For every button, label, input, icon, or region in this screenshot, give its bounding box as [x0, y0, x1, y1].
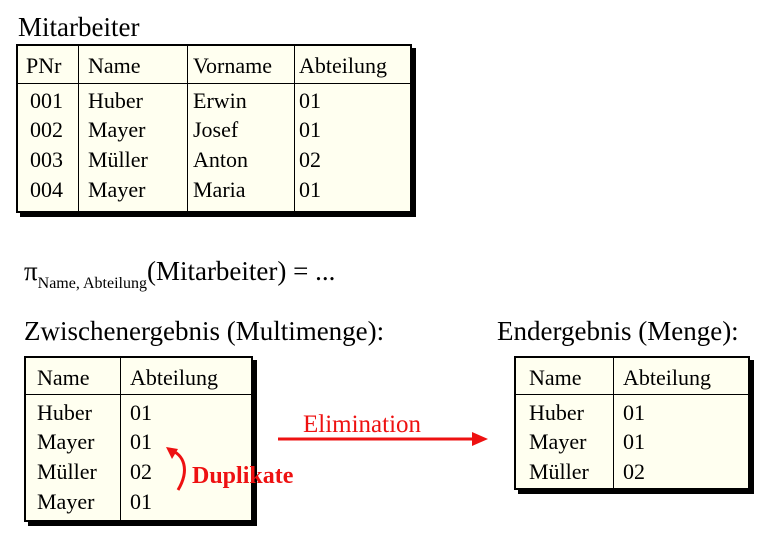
cell-abteilung: 01: [130, 489, 152, 514]
cell-name: Huber: [88, 88, 143, 113]
cell-abteilung: 02: [299, 147, 321, 172]
cell-pnr: 003: [30, 147, 63, 172]
header-vorname: Vorname: [193, 53, 273, 78]
projection-formula: πName, Abteilung(Mitarbeiter) = ...: [24, 258, 335, 292]
intermediate-title: Zwischenergebnis (Multimenge):: [24, 316, 385, 346]
cell-name: Mayer: [529, 429, 587, 454]
header-pnr: PNr: [26, 53, 62, 78]
final-table: Name Abteilung Huber 01 Mayer 01 Müller …: [514, 356, 750, 490]
header-abteilung: Abteilung: [130, 365, 218, 390]
cell-pnr: 001: [30, 88, 63, 113]
cell-abteilung: 01: [299, 117, 321, 142]
cell-name: Müller: [37, 459, 97, 484]
final-title: Endergebnis (Menge):: [497, 316, 739, 346]
arrow-head: [472, 432, 488, 446]
cell-abteilung: 01: [130, 429, 152, 454]
column-divider: [613, 358, 614, 488]
cell-name: Mayer: [88, 117, 146, 142]
cell-name: Müller: [529, 459, 589, 484]
cell-abteilung: 02: [130, 459, 152, 484]
cell-name: Huber: [529, 400, 584, 425]
header-name: Name: [529, 365, 582, 390]
intermediate-table: Name Abteilung Huber 01 Mayer 01 Müller …: [24, 356, 253, 522]
duplicate-bracket: [166, 447, 186, 491]
projection-argument: (Mitarbeiter) = ...: [146, 256, 336, 286]
cell-vorname: Maria: [193, 177, 246, 202]
cell-abteilung: 01: [130, 400, 152, 425]
column-divider: [78, 46, 79, 211]
header-abteilung: Abteilung: [623, 365, 711, 390]
header-abteilung: Abteilung: [299, 53, 387, 78]
cell-abteilung: 01: [623, 400, 645, 425]
column-divider: [294, 46, 295, 211]
cell-vorname: Josef: [193, 117, 239, 142]
table-header: [18, 46, 410, 84]
cell-name: Mayer: [37, 429, 95, 454]
column-divider: [187, 46, 188, 211]
projection-subscript: Name, Abteilung: [37, 275, 147, 292]
elimination-arrow: [278, 432, 488, 446]
duplicates-label: Duplikate: [192, 463, 294, 489]
cell-abteilung: 01: [623, 429, 645, 454]
header-name: Name: [37, 365, 90, 390]
cell-name: Mayer: [37, 489, 95, 514]
pi-symbol: π: [24, 256, 38, 286]
bracket-arrowhead: [166, 447, 178, 459]
cell-vorname: Anton: [193, 147, 248, 172]
column-divider: [120, 358, 121, 520]
table-header: [26, 358, 251, 395]
cell-pnr: 002: [30, 117, 63, 142]
cell-abteilung: 01: [299, 177, 321, 202]
cell-name: Huber: [37, 400, 92, 425]
mitarbeiter-title: Mitarbeiter: [18, 12, 140, 42]
cell-pnr: 004: [30, 177, 63, 202]
cell-abteilung: 01: [299, 88, 321, 113]
elimination-label: Elimination: [303, 411, 422, 438]
cell-vorname: Erwin: [193, 88, 247, 113]
cell-name: Mayer: [88, 177, 146, 202]
table-header: [516, 358, 748, 395]
cell-abteilung: 02: [623, 459, 645, 484]
cell-name: Müller: [88, 147, 148, 172]
header-name: Name: [88, 53, 141, 78]
mitarbeiter-table: PNr Name Vorname Abteilung 001 Huber Erw…: [16, 44, 412, 213]
